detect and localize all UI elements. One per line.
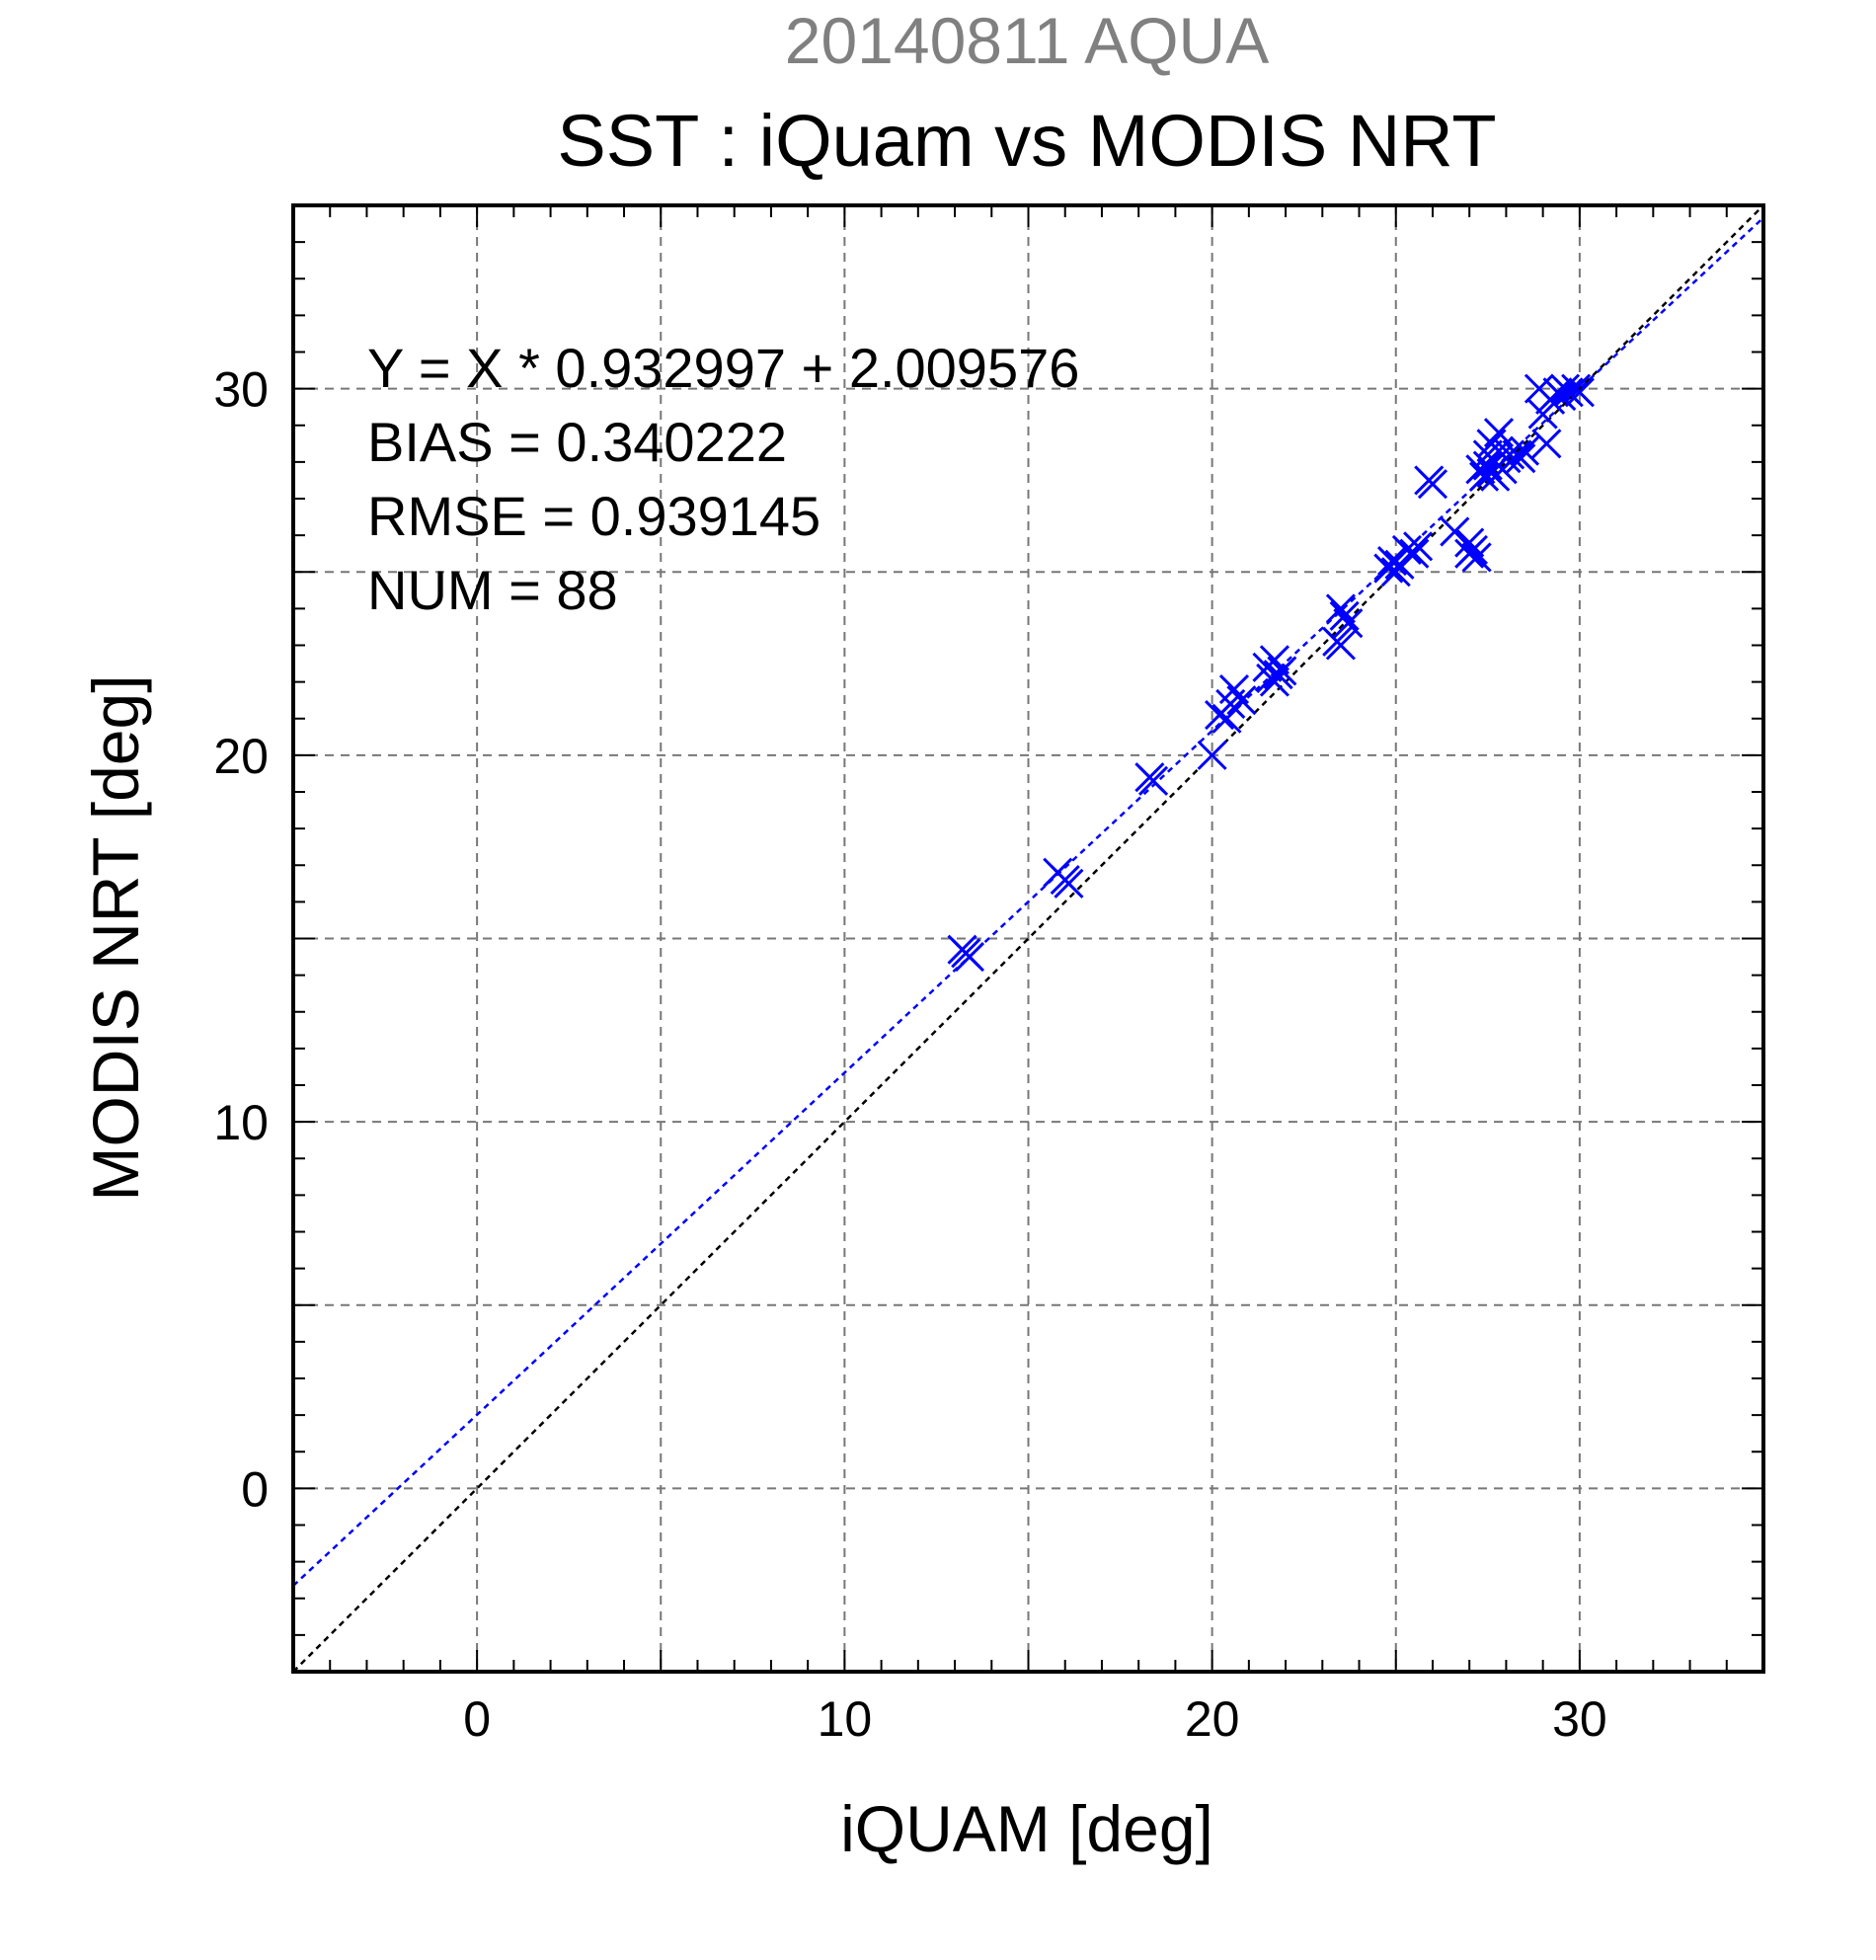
- data-point-stroke: [1564, 377, 1595, 408]
- data-point-stroke: [1506, 443, 1536, 474]
- data-point: [1461, 542, 1492, 573]
- data-point-stroke: [1457, 534, 1488, 566]
- data-point-stroke: [1054, 868, 1084, 899]
- chart-title: SST : iQuam vs MODIS NRT: [557, 100, 1496, 182]
- data-point-stroke: [1329, 600, 1360, 631]
- y-axis-title: MODIS NRT [deg]: [79, 674, 152, 1201]
- data-point: [1376, 546, 1408, 577]
- data-point: [1546, 380, 1577, 412]
- data-point: [1325, 630, 1356, 661]
- identity-line: [293, 205, 1763, 1672]
- data-point-stroke: [1403, 531, 1434, 562]
- data-point: [1333, 608, 1364, 639]
- data-point-stroke: [1376, 546, 1408, 577]
- bias-value: BIAS = 0.340222: [367, 411, 787, 473]
- data-point-stroke: [1417, 469, 1448, 500]
- y-tick-label: 30: [213, 362, 269, 418]
- data-point-stroke: [1197, 740, 1227, 770]
- data-point: [1054, 868, 1084, 899]
- data-point: [1259, 645, 1290, 675]
- data-point-stroke: [1325, 630, 1356, 661]
- x-tick-labels: 0 10 20 30: [463, 1691, 1606, 1747]
- data-point: [1457, 534, 1488, 566]
- data-point-stroke: [1267, 656, 1297, 686]
- data-point: [1531, 429, 1562, 459]
- y-tick-label: 0: [241, 1461, 269, 1517]
- data-point: [1417, 469, 1448, 500]
- data-point-stroke: [1454, 527, 1485, 558]
- grid-layer: [293, 205, 1763, 1672]
- rmse-value: RMSE = 0.939145: [367, 485, 821, 547]
- data-point: [951, 938, 981, 969]
- x-tick-label: 10: [818, 1691, 873, 1747]
- data-point-stroke: [1531, 429, 1562, 459]
- data-point: [1329, 600, 1360, 631]
- data-point-stroke: [1472, 450, 1503, 481]
- data-point-stroke: [1218, 673, 1250, 705]
- point-layer: [947, 373, 1595, 973]
- x-tick-label: 20: [1185, 1691, 1240, 1747]
- data-point-stroke: [1391, 534, 1422, 566]
- data-point: [1553, 377, 1584, 408]
- plot-frame: [291, 203, 1765, 1674]
- y-tick-label: 20: [213, 729, 269, 784]
- data-point: [1325, 593, 1356, 624]
- data-point-stroke: [1509, 435, 1540, 466]
- data-point: [1138, 765, 1169, 796]
- data-point-stroke: [1399, 538, 1430, 569]
- data-point-stroke: [1461, 542, 1492, 573]
- data-point-stroke: [1469, 461, 1500, 492]
- data-point-stroke: [1259, 645, 1290, 675]
- data-point: [1509, 435, 1540, 466]
- x-tick-label: 30: [1552, 1691, 1607, 1747]
- chart-supertitle: 20140811 AQUA: [785, 4, 1270, 77]
- data-point-stroke: [1553, 377, 1584, 408]
- y-tick-label: 10: [213, 1095, 269, 1150]
- data-point-stroke: [1440, 516, 1470, 547]
- data-point: [1226, 685, 1257, 716]
- y-tick-labels: 0 10 20 30: [213, 362, 269, 1518]
- data-point: [1399, 538, 1430, 569]
- stats-annotation: Y = X * 0.932997 + 2.009576 BIAS = 0.340…: [367, 337, 1079, 621]
- data-point: [1506, 443, 1536, 474]
- data-point-stroke: [1325, 593, 1356, 624]
- x-axis-title: iQUAM [deg]: [840, 1792, 1213, 1865]
- x-tick-label: 0: [463, 1691, 491, 1747]
- data-point-stroke: [951, 938, 981, 969]
- data-point-stroke: [1138, 765, 1169, 796]
- data-point: [1454, 527, 1485, 558]
- regression-equation: Y = X * 0.932997 + 2.009576: [367, 337, 1079, 399]
- data-point-stroke: [1226, 685, 1257, 716]
- num-value: NUM = 88: [367, 559, 618, 621]
- data-point-stroke: [1483, 418, 1515, 448]
- data-point: [1197, 740, 1227, 770]
- data-point: [1564, 377, 1595, 408]
- data-point: [1403, 531, 1434, 562]
- data-point: [1483, 418, 1515, 448]
- data-point-stroke: [1546, 380, 1577, 412]
- data-point: [1391, 534, 1422, 566]
- data-point-stroke: [1333, 608, 1364, 639]
